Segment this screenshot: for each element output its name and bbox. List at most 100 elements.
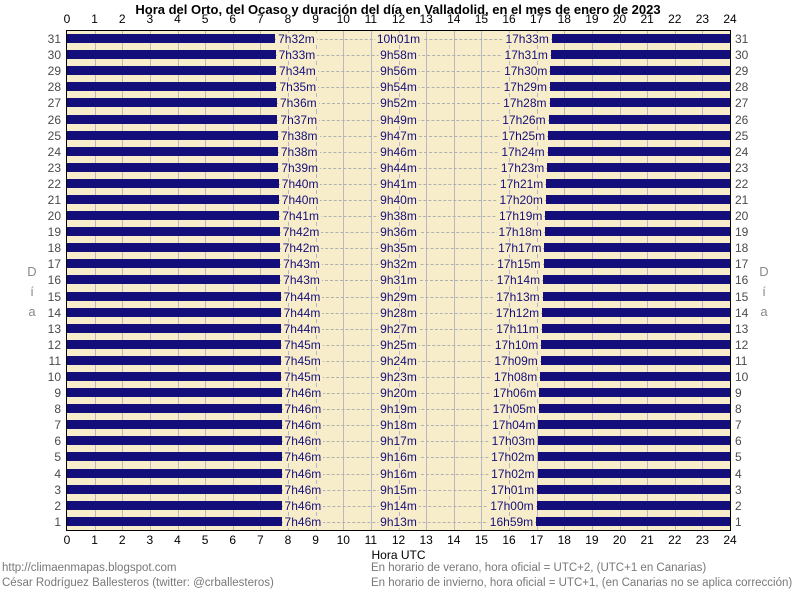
day-number-right: 29 bbox=[735, 64, 749, 79]
night-bar-after-sunset bbox=[545, 211, 730, 221]
daylight-duration-label: 9h52m bbox=[378, 96, 419, 111]
hour-tick-label: 12 bbox=[391, 533, 406, 547]
night-bar-before-sunrise bbox=[67, 372, 282, 382]
day-number-left: 18 bbox=[47, 241, 61, 256]
daylight-duration-label: 9h25m bbox=[378, 337, 419, 352]
night-bar-after-sunset bbox=[547, 162, 730, 172]
daylight-duration-label: 9h49m bbox=[378, 112, 419, 127]
daylight-duration-label: 9h40m bbox=[378, 192, 419, 207]
sunset-time-label: 17h20m bbox=[497, 192, 545, 207]
day-row: 7h46m 9h14m 17h00m bbox=[67, 498, 730, 514]
hour-tick-label: 18 bbox=[557, 12, 571, 26]
night-bar-before-sunrise bbox=[67, 355, 282, 365]
hour-tick-label: 4 bbox=[174, 533, 181, 547]
hour-tick-label: 11 bbox=[364, 12, 378, 26]
x-axis-top: 0 1 2 3 4 5 6 7 8 9 10 11 12 13 14 15 16 17 18 19 20 21 22 23 24 bbox=[63, 12, 737, 26]
plot-area: 7h32m 10h01m 17h33m 7h33m 9h58m 17h31m 7h34m 9h… bbox=[66, 30, 731, 531]
hour-tick-label: 6 bbox=[229, 533, 237, 547]
day-number-right: 3 bbox=[735, 482, 742, 497]
day-row: 7h44m 9h29m 17h13m bbox=[67, 289, 730, 305]
y-axis-title-letter: D bbox=[27, 264, 37, 279]
hour-tick-label: 22 bbox=[668, 533, 682, 547]
sunrise-time-label: 7h41m bbox=[280, 209, 321, 224]
night-bar-before-sunrise bbox=[67, 323, 281, 333]
day-number-left: 28 bbox=[47, 80, 61, 95]
sunset-time-label: 17h03m bbox=[489, 434, 538, 449]
hour-tick-label: 14 bbox=[447, 12, 461, 26]
day-number-right: 1 bbox=[735, 514, 742, 529]
day-number-left: 10 bbox=[47, 370, 61, 385]
night-bar-after-sunset bbox=[547, 146, 730, 156]
night-bar-before-sunrise bbox=[67, 194, 279, 204]
sunrise-time-label: 7h46m bbox=[282, 402, 324, 417]
night-bar-after-sunset bbox=[544, 227, 730, 237]
day-number-right: 25 bbox=[735, 128, 749, 143]
day-row: 7h40m 9h40m 17h20m bbox=[67, 192, 730, 208]
night-bar-after-sunset bbox=[541, 339, 730, 349]
day-row: 7h32m 10h01m 17h33m bbox=[67, 31, 730, 47]
day-number-left: 17 bbox=[47, 257, 61, 272]
x-axis-label: Hora UTC bbox=[371, 548, 426, 562]
sunrise-time-label: 7h46m bbox=[282, 386, 324, 401]
rows-layer: 7h32m 10h01m 17h33m 7h33m 9h58m 17h31m 7h34m 9h… bbox=[67, 31, 730, 530]
daylight-duration-label: 9h17m bbox=[378, 434, 419, 449]
hour-tick-label: 1 bbox=[91, 12, 98, 26]
daylight-duration-label: 9h38m bbox=[378, 209, 419, 224]
day-number-left: 8 bbox=[54, 402, 61, 417]
night-bar-after-sunset bbox=[545, 194, 730, 204]
day-number-right: 5 bbox=[735, 450, 742, 465]
y-axis-title-letter: í bbox=[30, 284, 34, 299]
sunset-time-label: 17h14m bbox=[494, 273, 543, 288]
night-bar-before-sunrise bbox=[67, 275, 281, 285]
night-bar-after-sunset bbox=[538, 436, 730, 446]
day-number-left: 23 bbox=[47, 160, 61, 175]
night-bar-before-sunrise bbox=[67, 291, 281, 301]
hour-tick-label: 17 bbox=[529, 533, 544, 547]
night-bar-after-sunset bbox=[550, 50, 730, 60]
day-number-right: 20 bbox=[735, 209, 749, 224]
day-row: 7h39m 9h44m 17h23m bbox=[67, 160, 730, 176]
sunrise-time-label: 7h46m bbox=[282, 482, 324, 497]
night-bar-before-sunrise bbox=[67, 114, 278, 124]
sunrise-time-label: 7h45m bbox=[282, 337, 323, 352]
day-row: 7h46m 9h13m 16h59m bbox=[67, 514, 730, 530]
daylight-duration-label: 9h16m bbox=[378, 466, 419, 481]
night-bar-after-sunset bbox=[542, 291, 730, 301]
day-number-left: 14 bbox=[47, 305, 61, 320]
day-number-right: 8 bbox=[735, 402, 742, 417]
hour-tick-label: 0 bbox=[63, 533, 71, 547]
daylight-duration-label: 9h14m bbox=[378, 498, 419, 513]
sunrise-time-label: 7h42m bbox=[280, 241, 322, 256]
day-number-left: 6 bbox=[54, 434, 61, 449]
night-bar-before-sunrise bbox=[67, 404, 282, 414]
day-number-left: 31 bbox=[47, 32, 61, 47]
day-row: 7h43m 9h32m 17h15m bbox=[67, 256, 730, 272]
hour-tick-label: 0 bbox=[63, 12, 71, 26]
night-bar-after-sunset bbox=[540, 355, 730, 365]
day-number-left: 20 bbox=[47, 209, 61, 224]
hour-tick-label: 7 bbox=[257, 533, 264, 547]
night-bar-before-sunrise bbox=[67, 452, 282, 462]
day-number-left: 19 bbox=[47, 225, 61, 240]
hour-tick-label: 7 bbox=[257, 12, 264, 26]
day-number-left: 21 bbox=[47, 192, 61, 207]
day-number-right: 12 bbox=[735, 337, 749, 352]
sunrise-time-label: 7h46m bbox=[282, 450, 324, 465]
night-bar-before-sunrise bbox=[67, 388, 282, 398]
sunset-time-label: 17h10m bbox=[492, 337, 541, 352]
day-number-left: 11 bbox=[48, 353, 61, 368]
sunset-time-label: 17h26m bbox=[500, 112, 548, 127]
hour-tick-label: 13 bbox=[419, 533, 433, 547]
day-number-left: 25 bbox=[47, 128, 61, 143]
day-number-left: 12 bbox=[47, 337, 61, 352]
sunset-time-label: 17h09m bbox=[492, 353, 540, 368]
sunrise-time-label: 7h38m bbox=[278, 128, 320, 143]
hour-tick-label: 12 bbox=[391, 12, 406, 26]
sunrise-time-label: 7h46m bbox=[282, 418, 324, 433]
sunset-time-label: 17h00m bbox=[488, 498, 536, 513]
sunset-time-label: 17h01m bbox=[488, 482, 537, 497]
day-number-right: 19 bbox=[735, 225, 749, 240]
night-bar-after-sunset bbox=[536, 516, 730, 526]
daylight-duration-label: 9h24m bbox=[378, 353, 419, 368]
